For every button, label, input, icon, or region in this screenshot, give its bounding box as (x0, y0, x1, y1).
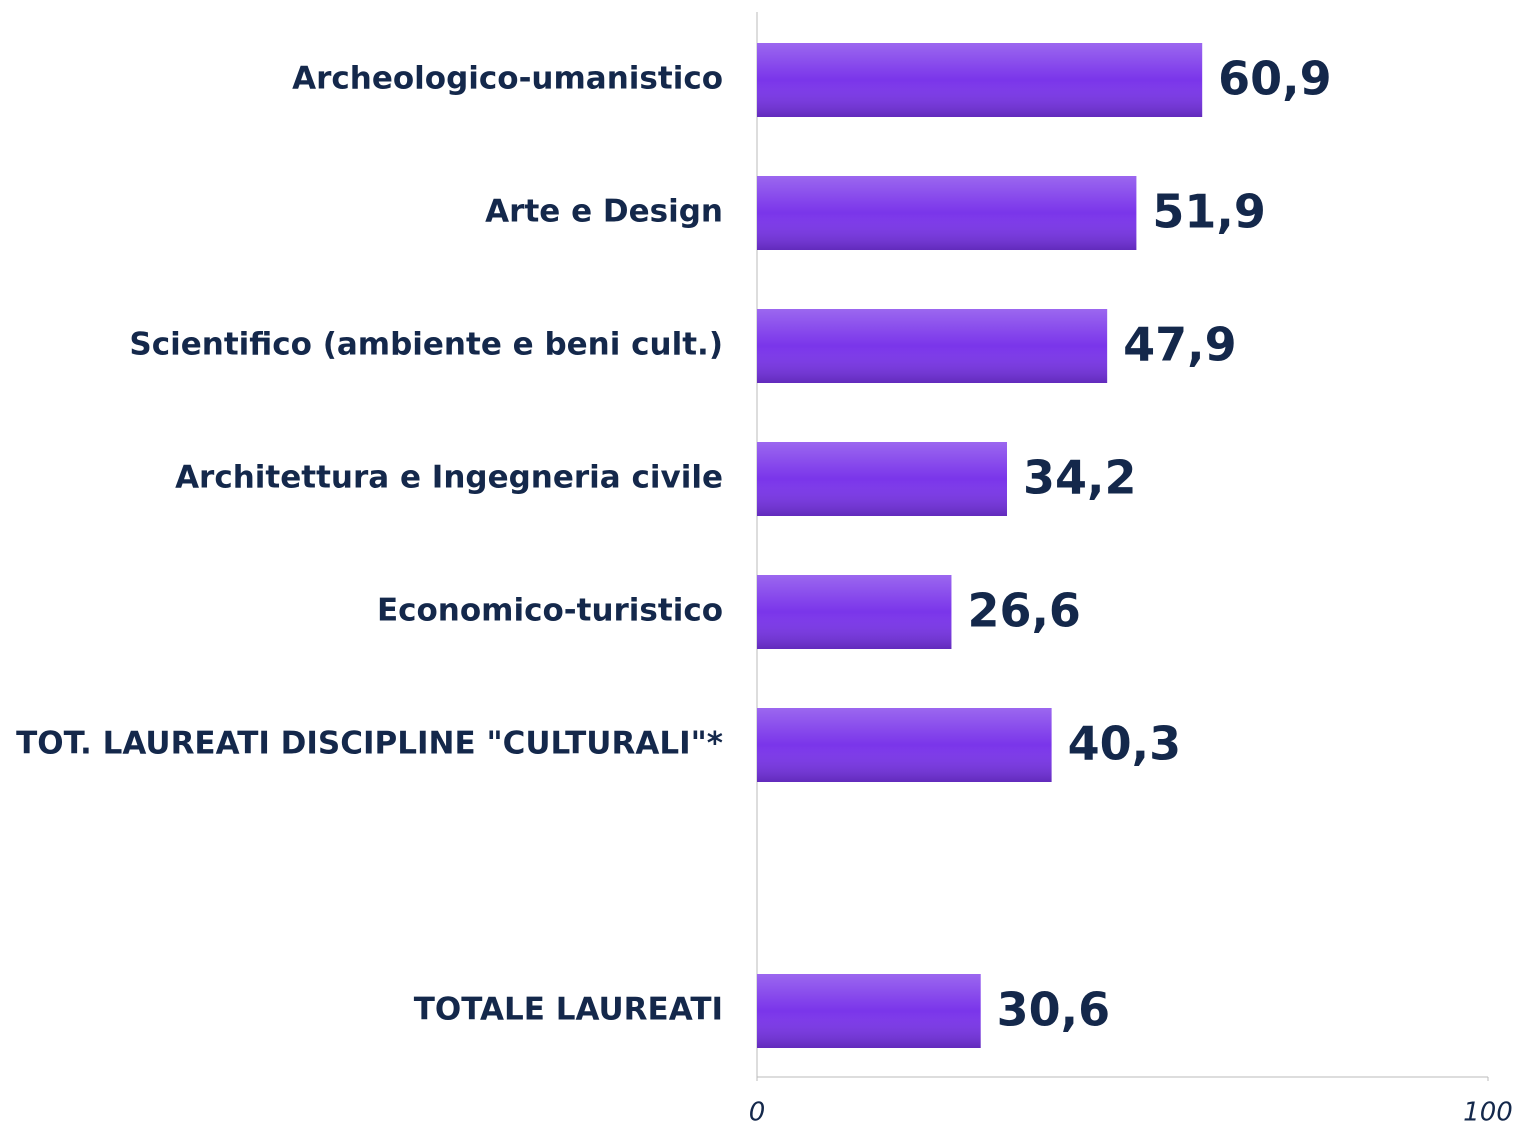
value-label: 34,2 (1023, 451, 1136, 505)
category-label: Scientifico (ambiente e beni cult.) (129, 327, 723, 363)
bar-shade (757, 974, 981, 1048)
value-label: 40,3 (1068, 717, 1182, 771)
bar-shade (757, 708, 1052, 782)
value-label: 60,9 (1218, 52, 1332, 106)
value-label: 26,6 (967, 584, 1081, 638)
bar-shade (757, 442, 1008, 516)
value-label: 47,9 (1123, 318, 1237, 372)
bar-shade (757, 575, 952, 649)
value-label: 51,9 (1152, 185, 1266, 239)
category-label: Economico-turistico (377, 593, 723, 629)
category-label: TOT. LAUREATI DISCIPLINE "CULTURALI"* (16, 726, 723, 762)
bar-shade (757, 309, 1108, 383)
bar-shade (757, 176, 1137, 250)
category-label: Architettura e Ingegneria civile (175, 460, 723, 496)
x-tick-label: 100 (1463, 1098, 1513, 1125)
category-label: Arte e Design (485, 194, 723, 230)
category-label: TOTALE LAUREATI (414, 992, 723, 1028)
category-label: Archeologico-umanistico (292, 61, 723, 97)
x-tick-label: 0 (749, 1098, 766, 1125)
value-label: 30,6 (997, 983, 1111, 1037)
bar-shade (757, 43, 1203, 117)
